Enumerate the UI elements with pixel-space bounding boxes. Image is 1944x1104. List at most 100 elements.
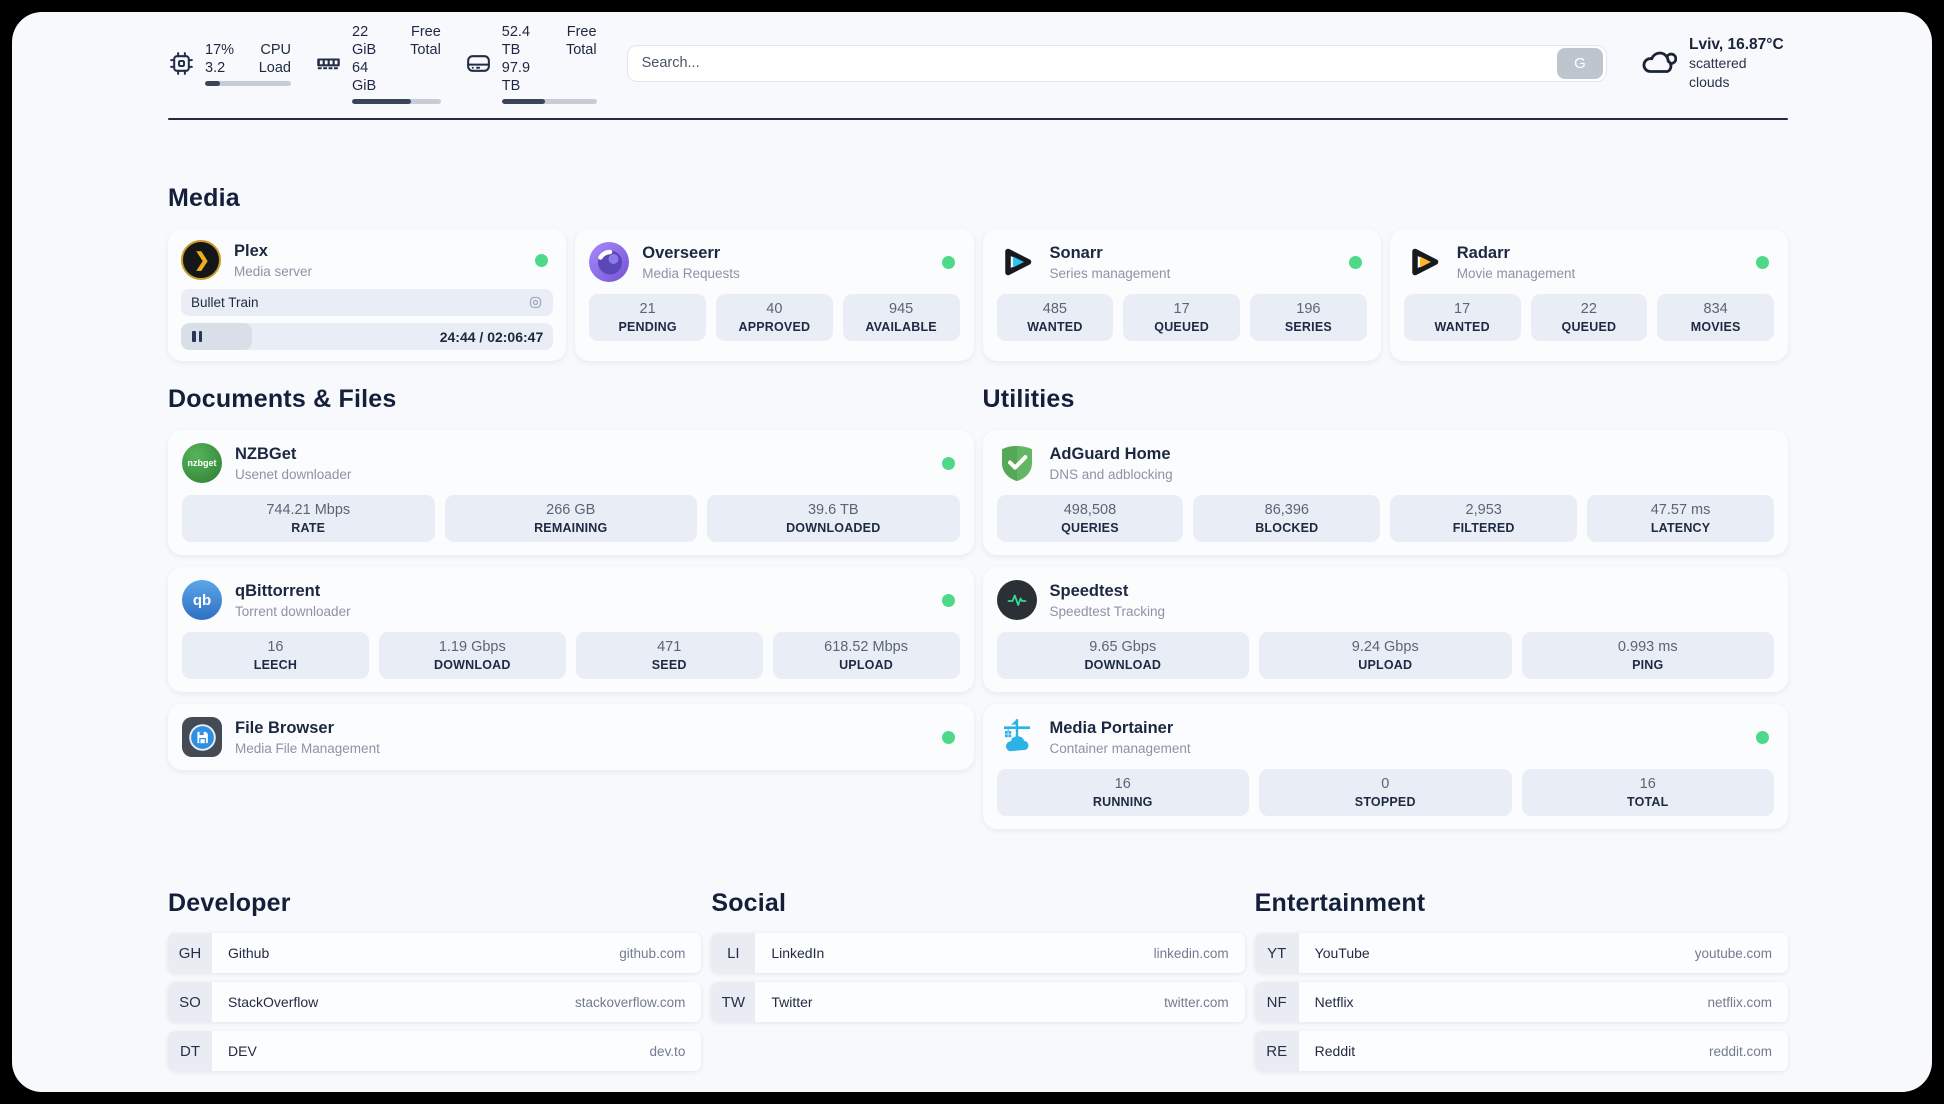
cpu-load-value: 3.2 — [205, 59, 226, 76]
stat-ping: 0.993 ms PING — [1521, 632, 1774, 679]
pause-icon — [192, 331, 202, 342]
cpu-load-label: Load — [258, 59, 291, 76]
stat-download: 1.19 Gbps DOWNLOAD — [378, 632, 566, 679]
bookmark-name: Netflix — [1314, 994, 1354, 1010]
bookmark-linkedin[interactable]: LI LinkedIn linkedin.com — [711, 933, 1245, 973]
bookmark-dev[interactable]: DT DEV dev.to — [168, 1031, 702, 1071]
bookmark-github[interactable]: GH Github github.com — [168, 933, 702, 973]
stat-upload: 9.24 Gbps UPLOAD — [1259, 632, 1512, 679]
app-description: Series management — [1049, 265, 1171, 281]
app-card-overseerr[interactable]: Overseerr Media Requests 21 PENDING 40 APP… — [575, 229, 974, 361]
stat-rate: 744.21 Mbps RATE — [182, 495, 435, 542]
stat-queued: 17 QUEUED — [1123, 294, 1240, 341]
status-dot — [941, 730, 955, 744]
bookmark-url: linkedin.com — [1153, 945, 1229, 961]
storage-total-label: Total — [565, 41, 597, 58]
stat-latency: 47.57 ms LATENCY — [1587, 495, 1774, 542]
app-card-portainer[interactable]: Media Portainer Container management 16 R… — [982, 704, 1788, 829]
app-name: NZBGet — [235, 444, 297, 463]
now-playing-row: Bullet Train — [181, 289, 554, 316]
bookmark-url: stackoverflow.com — [575, 994, 686, 1010]
app-description: Movie management — [1456, 265, 1576, 281]
section-title-documents: Documents & Files — [168, 385, 397, 413]
playback-progress-bar: 24:44 / 02:06:47 — [181, 323, 554, 350]
speedtest-icon — [996, 580, 1037, 620]
top-bar: 17% 3.2 CPU Load — [168, 24, 1788, 104]
dashboard-panel: 17% 3.2 CPU Load — [12, 12, 1932, 1092]
app-card-speedtest[interactable]: Speedtest Speedtest Tracking 9.65 Gbps DO… — [982, 567, 1788, 692]
bookmark-tag: RE — [1254, 1031, 1299, 1071]
entertainment-section: Entertainment YT YouTube youtube.com NF … — [1254, 889, 1788, 1071]
now-playing-title: Bullet Train — [191, 295, 259, 310]
memory-total-label: Total — [410, 41, 441, 58]
filebrowser-icon — [182, 717, 222, 757]
app-card-adguard[interactable]: AdGuard Home DNS and adblocking 498,508 Q… — [982, 430, 1788, 555]
bookmark-url: reddit.com — [1708, 1043, 1772, 1059]
app-card-sonarr[interactable]: Sonarr Series management 485 WANTED 17 QUE… — [982, 229, 1381, 361]
stat-stopped: 0 STOPPED — [1259, 769, 1512, 816]
memory-free-value: 22 GiB — [352, 23, 377, 58]
app-name: AdGuard Home — [1049, 444, 1171, 463]
storage-free-value: 52.4 TB — [501, 23, 531, 58]
memory-progress-bar — [352, 98, 441, 104]
search-bar: G — [626, 44, 1607, 82]
stat-download: 9.65 Gbps DOWNLOAD — [996, 632, 1249, 679]
app-name: Overseerr — [642, 243, 721, 262]
stat-remaining: 266 GB REMAINING — [444, 495, 697, 542]
app-card-plex[interactable]: ❯ Plex Media server Bullet Train 24:44 /… — [168, 229, 567, 361]
app-name: Media Portainer — [1049, 718, 1174, 737]
app-card-qbittorrent[interactable]: qb qBittorrent Torrent downloader 16 LEEC… — [168, 567, 974, 692]
system-stats: 17% 3.2 CPU Load — [168, 23, 597, 104]
media-section: ❯ Plex Media server Bullet Train 24:44 /… — [168, 229, 1788, 361]
stat-queries: 498,508 QUERIES — [996, 495, 1184, 542]
status-dot — [1348, 255, 1362, 269]
header-divider — [168, 118, 1788, 120]
stat-available: 945 AVAILABLE — [842, 294, 960, 341]
search-input[interactable] — [627, 55, 1557, 71]
section-title-media: Media — [168, 184, 240, 212]
app-name: File Browser — [235, 718, 335, 737]
bookmark-reddit[interactable]: RE Reddit reddit.com — [1254, 1031, 1788, 1071]
developer-section: Developer GH Github github.com SO StackO… — [168, 889, 702, 1071]
status-dot — [941, 456, 955, 470]
memory-stat: 22 GiB 64 GiB Free Total — [315, 23, 441, 104]
bookmark-twitter[interactable]: TW Twitter twitter.com — [711, 982, 1245, 1022]
app-card-radarr[interactable]: Radarr Movie management 17 WANTED 22 QUEUE… — [1389, 229, 1788, 361]
memory-total-value: 64 GiB — [352, 59, 377, 94]
weather-widget: Lviv, 16.87°C scattered clouds — [1641, 35, 1788, 92]
utilities-section: Utilities AdGuard Home — [982, 385, 1788, 829]
app-name: Speedtest — [1049, 581, 1129, 600]
app-description: Media File Management — [235, 740, 380, 756]
app-description: Torrent downloader — [235, 603, 351, 619]
bookmark-netflix[interactable]: NF Netflix netflix.com — [1254, 982, 1788, 1022]
app-description: Media Requests — [642, 265, 740, 281]
app-description: Usenet downloader — [235, 466, 352, 482]
stat-upload: 618.52 Mbps UPLOAD — [772, 632, 960, 679]
stat-seed: 471 SEED — [575, 632, 763, 679]
bookmark-youtube[interactable]: YT YouTube youtube.com — [1254, 933, 1788, 973]
storage-progress-bar — [501, 98, 597, 104]
search-engine-button[interactable]: G — [1556, 47, 1603, 79]
ram-icon — [315, 50, 342, 77]
app-description: DNS and adblocking — [1049, 466, 1173, 482]
app-card-filebrowser[interactable]: File Browser Media File Management — [168, 704, 974, 770]
bookmark-name: DEV — [228, 1043, 257, 1059]
cpu-icon — [168, 50, 195, 77]
storage-free-label: Free — [566, 23, 597, 40]
bookmark-url: netflix.com — [1707, 994, 1772, 1010]
playback-time: 24:44 / 02:06:47 — [439, 328, 544, 345]
app-description: Speedtest Tracking — [1049, 603, 1166, 619]
storage-stat: 52.4 TB 97.9 TB Free Total — [465, 23, 597, 104]
app-card-nzbget[interactable]: nzbget NZBGet Usenet downloader 744.21 M… — [168, 430, 974, 555]
stat-downloaded: 39.6 TB DOWNLOADED — [707, 495, 960, 542]
bookmark-url: twitter.com — [1164, 994, 1229, 1010]
bookmark-name: LinkedIn — [771, 945, 825, 961]
cloud-icon — [1641, 43, 1678, 84]
bookmark-name: StackOverflow — [228, 994, 319, 1010]
plex-icon: ❯ — [181, 240, 221, 280]
app-name: Plex — [234, 241, 268, 260]
stat-total: 16 TOTAL — [1521, 769, 1774, 816]
bookmark-stackoverflow[interactable]: SO StackOverflow stackoverflow.com — [168, 982, 702, 1022]
cpu-usage-label: CPU — [260, 41, 291, 58]
social-section: Social LI LinkedIn linkedin.com TW Twitt… — [711, 889, 1245, 1022]
